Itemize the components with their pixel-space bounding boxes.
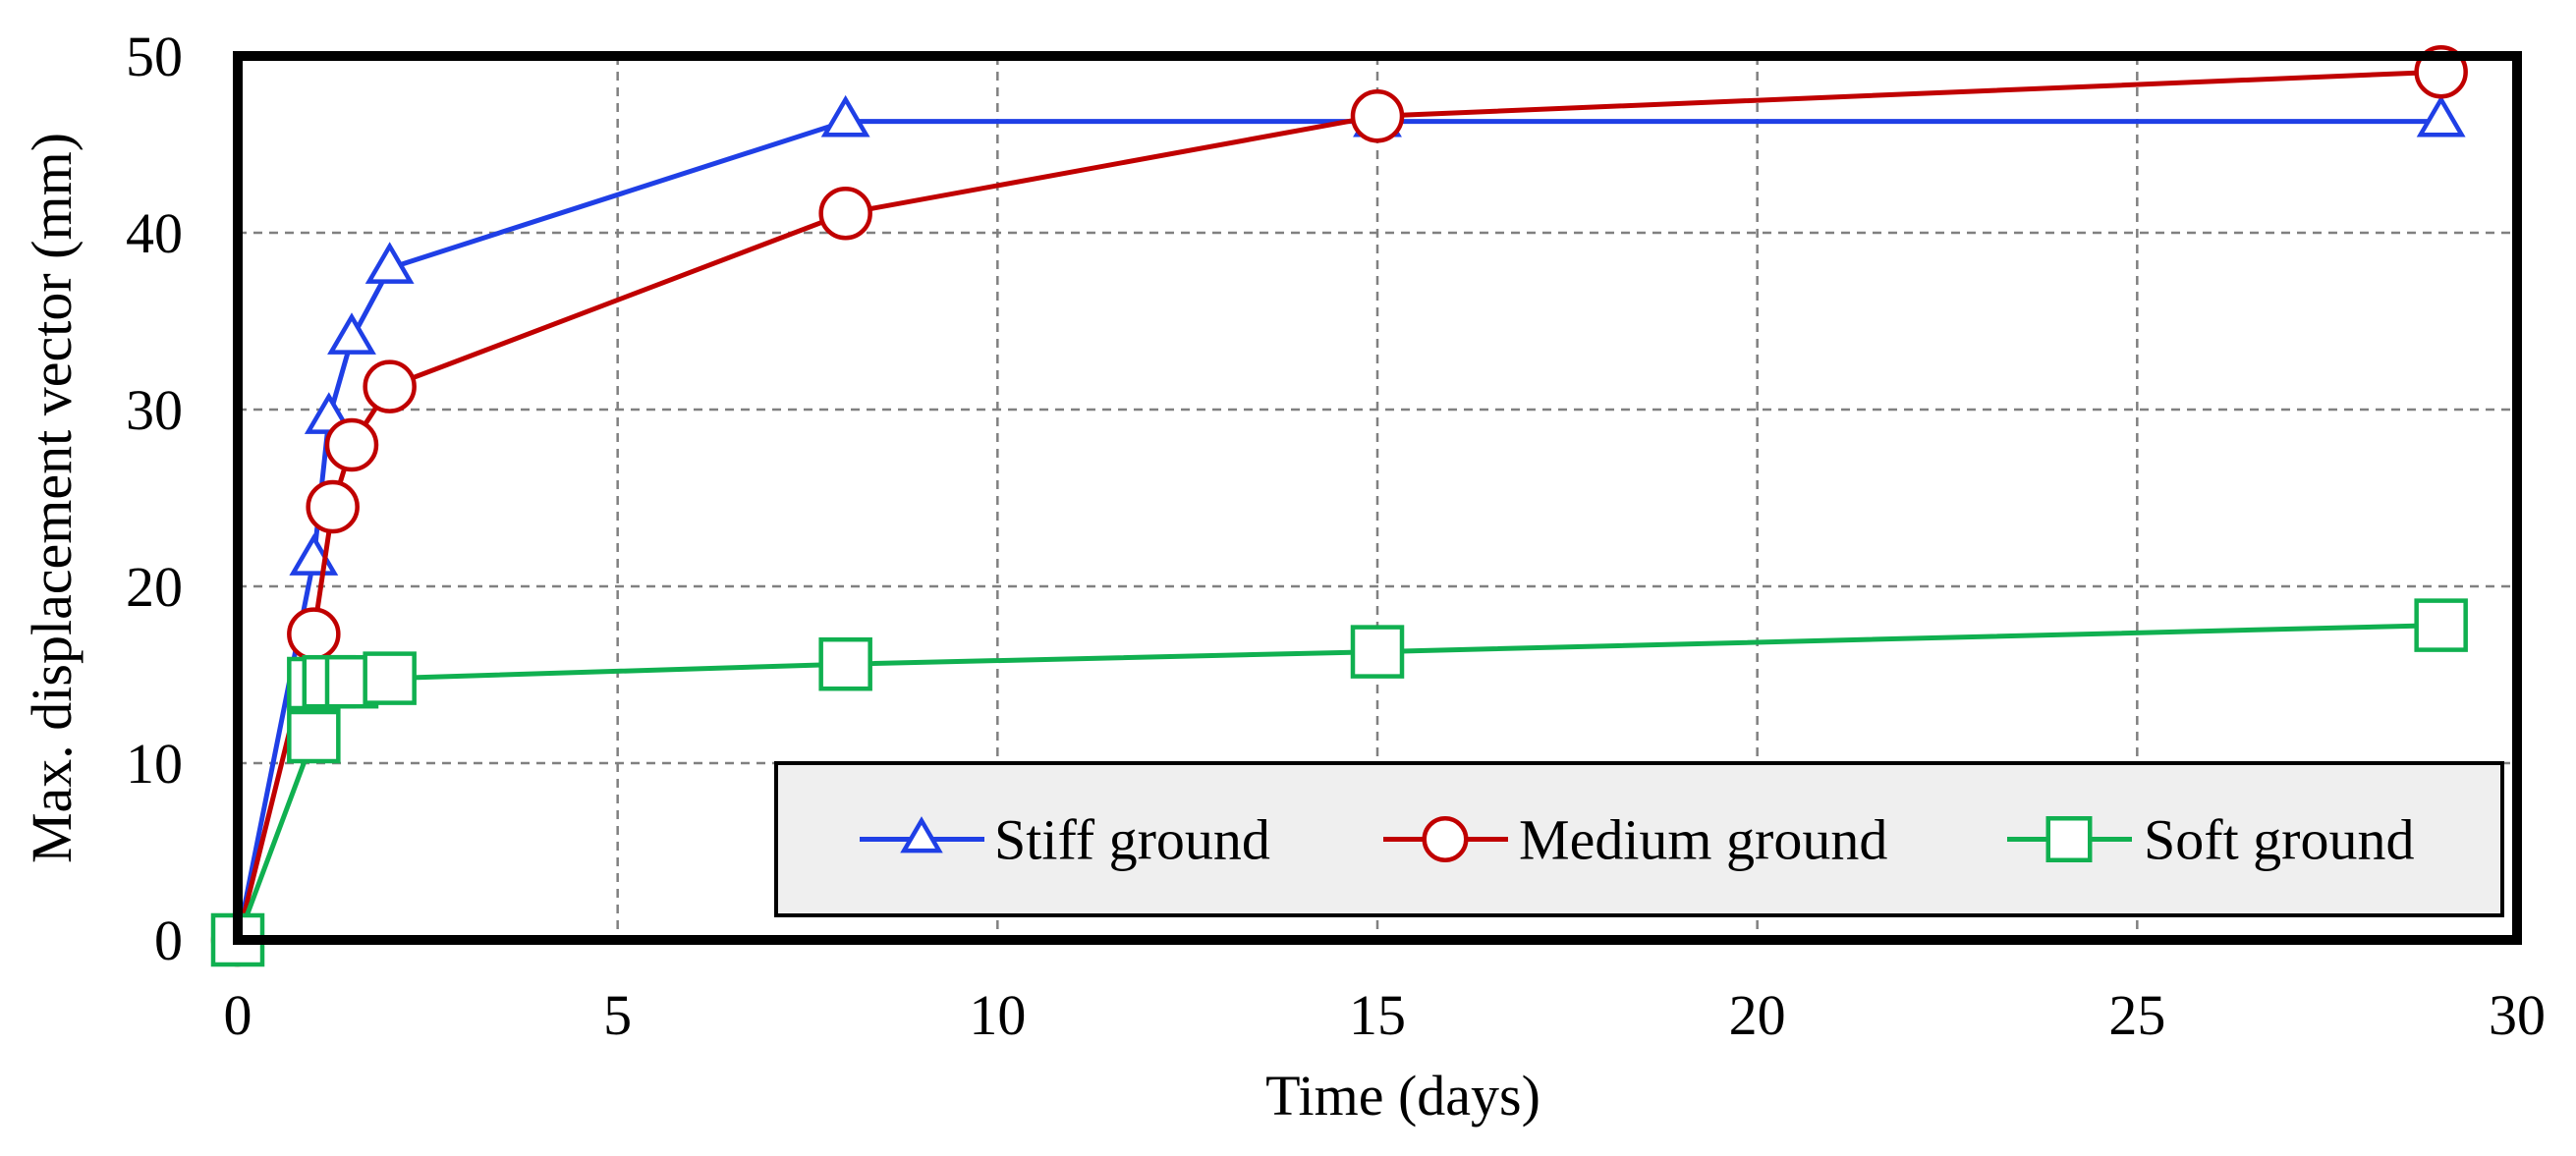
data-point-soft-ground xyxy=(287,709,341,764)
axis-ticks: 0 5 10 15 20 25 30 0 10 20 30 40 50 xyxy=(126,25,2546,1047)
legend-marker-soft-ground xyxy=(2045,816,2093,862)
data-point-medium-ground xyxy=(324,417,379,472)
data-point-stiff-ground xyxy=(2416,94,2466,138)
data-point-medium-ground xyxy=(1350,88,1405,143)
data-point-soft-ground xyxy=(2414,598,2468,652)
x-tick-label: 30 xyxy=(2489,983,2546,1047)
data-point-soft-ground xyxy=(1350,625,1405,679)
y-tick-label: 50 xyxy=(126,25,183,88)
y-tick-label: 10 xyxy=(126,732,183,796)
legend-label-stiff-ground: Stiff ground xyxy=(994,808,1270,872)
data-point-stiff-ground xyxy=(327,312,376,355)
legend-label-soft-ground: Soft ground xyxy=(2144,808,2415,872)
x-tick-label: 15 xyxy=(1349,983,1406,1047)
legend: Stiff ground Medium ground Soft ground xyxy=(774,761,2504,917)
legend-box xyxy=(774,761,2504,917)
legend-marker-medium-ground xyxy=(1422,816,1469,862)
legend-marker-stiff-ground xyxy=(900,816,943,853)
x-tick-label: 5 xyxy=(603,983,632,1047)
data-point-stiff-ground xyxy=(820,94,870,138)
x-tick-label: 10 xyxy=(969,983,1026,1047)
legend-item-stiff-ground: Stiff ground xyxy=(860,808,1270,872)
y-tick-label: 20 xyxy=(126,555,183,619)
data-point-medium-ground xyxy=(363,359,417,413)
plot-area-border xyxy=(233,51,2522,945)
data-point-medium-ground xyxy=(818,186,872,241)
x-tick-label: 0 xyxy=(224,983,252,1047)
data-point-soft-ground xyxy=(818,636,872,691)
x-tick-label: 20 xyxy=(1729,983,1786,1047)
y-tick-label: 30 xyxy=(126,378,183,442)
data-point-medium-ground xyxy=(306,479,360,534)
data-point-soft-ground xyxy=(363,651,417,705)
data-point-stiff-ground xyxy=(364,242,415,284)
x-tick-label: 25 xyxy=(2108,983,2165,1047)
y-axis-label: Max. displacement vector (mm) xyxy=(20,133,84,863)
data-point-medium-ground xyxy=(287,607,341,661)
legend-item-soft-ground: Soft ground xyxy=(2007,808,2415,872)
x-axis-label: Time (days) xyxy=(1265,1064,1540,1128)
data-series xyxy=(210,44,2468,967)
legend-item-medium-ground: Medium ground xyxy=(1383,808,1887,872)
y-tick-label: 40 xyxy=(126,201,183,265)
series-line-stiff-ground xyxy=(235,119,2441,941)
y-tick-label: 0 xyxy=(154,908,183,972)
legend-label-medium-ground: Medium ground xyxy=(1519,808,1887,872)
